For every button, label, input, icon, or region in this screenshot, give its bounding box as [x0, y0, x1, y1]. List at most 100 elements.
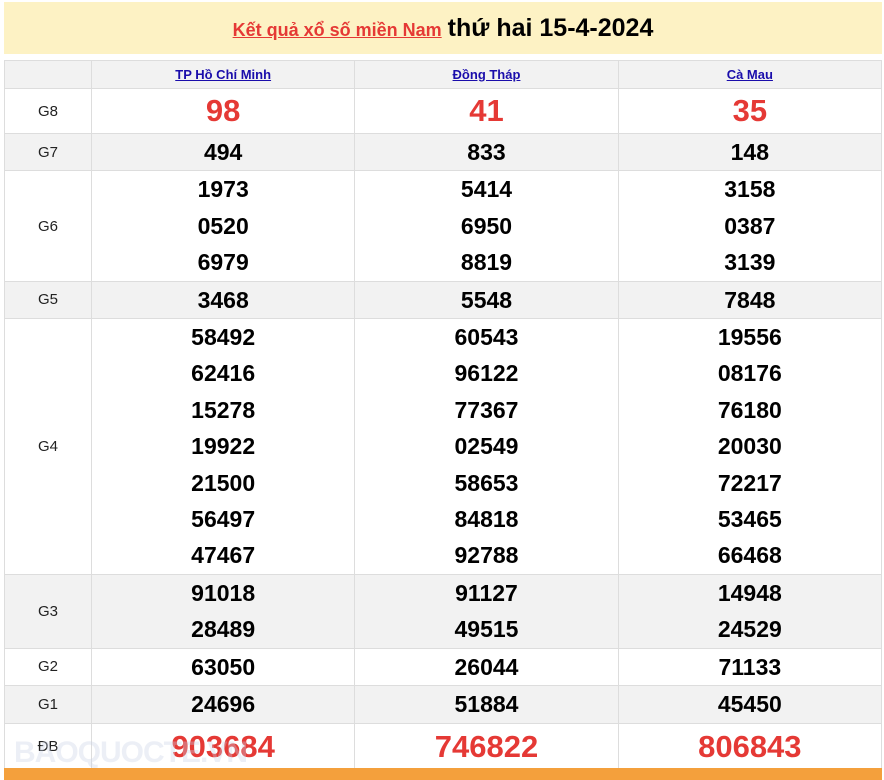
footer-bar — [4, 768, 882, 780]
prize-number: 7848 — [724, 286, 776, 313]
prize-number: 5414 — [460, 176, 513, 203]
prize-number: 5548 — [460, 286, 513, 313]
prize-number: 92788 — [454, 542, 519, 569]
prize-label: G2 — [4, 647, 92, 687]
prize-cell: 5414 6950 8819 — [354, 170, 619, 282]
prize-number: 20030 — [717, 433, 782, 460]
prize-cell: 45450 — [617, 685, 883, 724]
prize-number: 3468 — [197, 286, 249, 313]
prize-number: 494 — [203, 139, 243, 165]
prize-row-g8: G8 98 41 35 — [4, 88, 883, 134]
province-link[interactable]: Cà Mau — [726, 66, 773, 82]
prize-row-g2: G2 63050 26044 71133 — [4, 647, 883, 687]
prize-number: 56497 — [191, 506, 256, 533]
prize-number: 24529 — [717, 616, 782, 643]
prize-row-g4: G4 58492 62416 15278 19922 21500 56497 47467 605… — [4, 318, 883, 575]
prize-number: 6950 — [460, 212, 513, 239]
prize-number: 47467 — [191, 542, 256, 569]
prize-number: 8819 — [460, 249, 513, 276]
prize-number: 24696 — [191, 691, 256, 718]
province-link[interactable]: TP Hồ Chí Minh — [175, 66, 272, 82]
results-table: TP Hồ Chí Minh Đồng Tháp Cà Mau G8 98 41 35… — [4, 60, 883, 771]
prize-number: 60543 — [454, 324, 519, 351]
prize-cell: 35 — [617, 88, 883, 134]
prize-number: 26044 — [454, 653, 519, 680]
prize-label: G5 — [4, 280, 92, 320]
prize-number: 148 — [730, 139, 770, 165]
prize-cell: 3468 — [90, 280, 356, 320]
prize-row-g6: G6 1973 0520 6979 5414 6950 8819 3158 0387 3139 — [4, 170, 883, 282]
prize-row-g3: G3 91018 28489 91127 49515 14948 24529 — [4, 573, 883, 649]
prize-cell: 71133 — [617, 647, 883, 687]
prize-cell: 91018 28489 — [90, 573, 356, 649]
prize-number: 71133 — [718, 653, 782, 680]
prize-cell: 51884 — [354, 685, 619, 724]
prize-number: 41 — [469, 93, 504, 128]
prize-cell: 903684 — [90, 722, 356, 771]
prize-number: 15278 — [191, 396, 256, 423]
prize-cell: 494 — [90, 132, 356, 172]
prize-row-g1: G1 24696 51884 45450 — [4, 685, 883, 724]
header-row: TP Hồ Chí Minh Đồng Tháp Cà Mau — [4, 60, 883, 89]
prize-cell: 19556 08176 76180 20030 72217 53465 66468 — [617, 318, 883, 575]
prize-number: 3139 — [724, 249, 776, 276]
prize-number: 91127 — [455, 579, 518, 606]
prize-number: 6979 — [197, 249, 249, 276]
results-title: Kết quả xổ số miền Nam thứ hai 15-4-2024 — [4, 2, 882, 54]
prize-number: 14948 — [717, 579, 782, 606]
prize-cell: 14948 24529 — [617, 573, 883, 649]
prize-number: 806843 — [698, 728, 802, 764]
prize-label: G7 — [4, 132, 92, 172]
prize-number: 0387 — [724, 212, 776, 239]
prize-number: 19556 — [717, 324, 782, 351]
prize-label: G4 — [4, 318, 92, 575]
prize-number: 66468 — [717, 542, 782, 569]
prize-cell: 806843 — [617, 722, 883, 771]
prize-cell: 148 — [617, 132, 883, 172]
prize-number: 91018 — [191, 579, 256, 606]
prize-label: G6 — [4, 170, 92, 282]
prize-cell: 98 — [90, 88, 356, 134]
prize-number: 72217 — [717, 469, 782, 496]
province-header: Đồng Tháp — [354, 60, 619, 89]
prize-number: 19922 — [191, 433, 256, 460]
prize-row-đb: ĐB 903684 746822 806843 — [4, 722, 883, 771]
prize-number: 58492 — [191, 324, 256, 351]
prize-number: 1973 — [197, 176, 249, 203]
prize-number: 63050 — [191, 653, 256, 680]
prize-cell: 7848 — [617, 280, 883, 320]
prize-number: 77367 — [454, 396, 519, 423]
prize-number: 96122 — [454, 360, 519, 387]
prize-label: G3 — [4, 573, 92, 649]
prize-number: 08176 — [717, 360, 782, 387]
prize-cell: 24696 — [90, 685, 356, 724]
province-header: TP Hồ Chí Minh — [90, 60, 356, 89]
prize-cell: 833 — [354, 132, 619, 172]
prize-row-g5: G5 3468 5548 7848 — [4, 280, 883, 320]
prize-number: 833 — [467, 139, 506, 165]
prize-cell: 41 — [354, 88, 619, 134]
prize-label: G1 — [4, 685, 92, 724]
province-link[interactable]: Đồng Tháp — [452, 66, 521, 82]
prize-cell: 58492 62416 15278 19922 21500 56497 47467 — [90, 318, 356, 575]
prize-cell: 91127 49515 — [354, 573, 619, 649]
prize-row-g7: G7 494 833 148 — [4, 132, 883, 172]
prize-cell: 746822 — [354, 722, 619, 771]
prize-number: 45450 — [717, 691, 782, 718]
prize-cell: 5548 — [354, 280, 619, 320]
prize-number: 903684 — [171, 728, 275, 764]
prize-number: 76180 — [717, 396, 782, 423]
prize-number: 58653 — [454, 469, 519, 496]
province-header: Cà Mau — [617, 60, 883, 89]
prize-cell: 3158 0387 3139 — [617, 170, 883, 282]
prize-number: 746822 — [434, 728, 539, 764]
prize-number: 49515 — [454, 616, 519, 643]
prize-number: 21500 — [191, 469, 256, 496]
prize-number: 84818 — [454, 506, 519, 533]
prize-number: 0520 — [197, 212, 249, 239]
results-title-link[interactable]: Kết quả xổ số miền Nam — [232, 20, 442, 40]
prize-cell: 1973 0520 6979 — [90, 170, 356, 282]
prize-number: 28489 — [191, 616, 256, 643]
prize-number: 35 — [732, 93, 768, 128]
results-date: thứ hai 15-4-2024 — [447, 14, 654, 42]
